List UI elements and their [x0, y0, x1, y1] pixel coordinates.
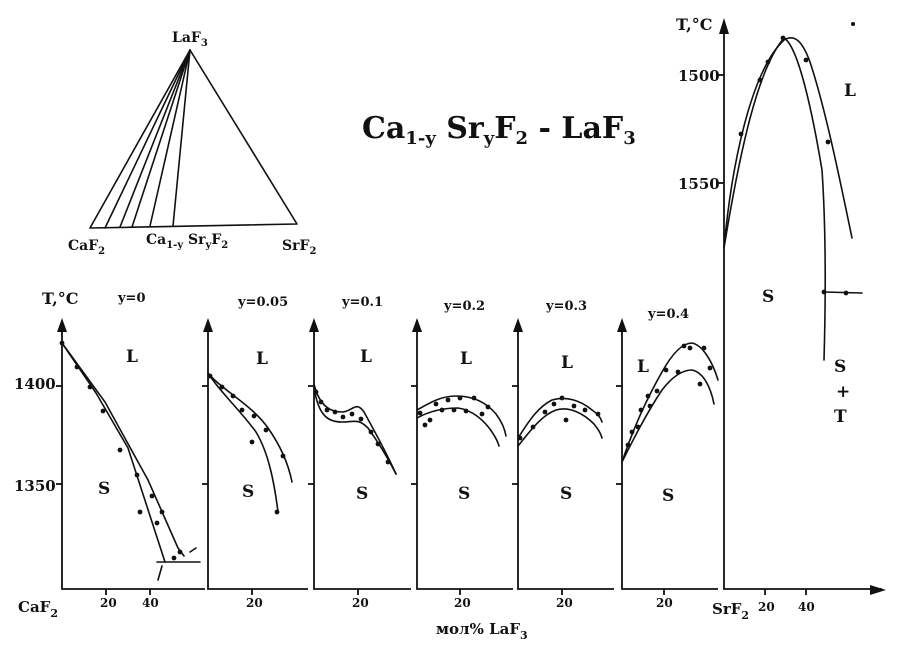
axis-arrow	[412, 318, 422, 332]
liquid-region-label: L	[126, 347, 138, 367]
panel-y-label: y=0.2	[443, 299, 485, 314]
liquidus-curve	[621, 342, 719, 463]
axis-arrow	[57, 318, 67, 332]
triangle-outline	[89, 49, 298, 229]
tie-line	[149, 49, 191, 227]
eutectic-line	[156, 547, 201, 581]
panel-axes	[723, 22, 882, 590]
panel-axes	[621, 322, 718, 590]
panel-y005: y=0.05 L S	[202, 295, 308, 595]
axis-arrow	[309, 318, 319, 332]
liquid-region-label: L	[460, 349, 472, 369]
y-axis-label: T,°C	[676, 15, 712, 34]
panel-axes	[517, 322, 614, 590]
panel-y02: y=0.2 L S	[411, 299, 513, 595]
y-tick-label: 1500	[678, 67, 720, 85]
panel-y0: y=0 L S	[56, 291, 205, 595]
panel-axes	[313, 322, 411, 590]
liquidus-curve	[416, 395, 507, 437]
liquid-region-label: L	[844, 81, 856, 101]
composition-triangle: LaF3 CaF2 Ca1-y SryF2 SrF2	[68, 30, 316, 257]
liquidus-curve	[517, 397, 603, 439]
panel-y-label: y=0.05	[237, 295, 288, 310]
triangle-apex-label: LaF3	[172, 30, 208, 49]
panel-y-label: y=0.3	[545, 299, 587, 314]
solid-region-label: S	[762, 287, 774, 307]
liquidus-curve	[723, 37, 853, 249]
figure-title: Ca1-y SryF2 - LaF3	[362, 111, 636, 149]
solid-region-label: S	[356, 484, 368, 504]
panel-y01: y=0.1 L S	[308, 295, 411, 595]
liquid-region-label: L	[360, 347, 372, 367]
solid-region-label: S	[560, 484, 572, 504]
horizontal-invariant-line	[823, 291, 863, 294]
solidus-curve	[723, 37, 827, 361]
axis-arrow	[203, 318, 213, 332]
liquidus-curve	[313, 383, 397, 475]
x-tick-label: 20	[454, 596, 471, 610]
tie-line	[172, 49, 191, 227]
panel-y-label: y=0	[117, 291, 146, 306]
liquidus-curve	[61, 342, 185, 557]
x-tick-label: 20	[352, 596, 369, 610]
panel-y-label: y=0.1	[341, 295, 383, 310]
x-tick-label: 20	[758, 600, 775, 614]
axis-arrow	[617, 318, 627, 332]
x-tick-label: 20	[556, 596, 573, 610]
x-axis-label: мол% LaF3	[436, 620, 528, 642]
tie-line	[119, 49, 191, 228]
solidus-curve	[207, 372, 279, 513]
panel-y04: y=0.4 L S	[616, 307, 719, 595]
tie-line	[104, 49, 191, 229]
liquid-region-label: L	[256, 349, 268, 369]
panel-axes	[416, 322, 513, 590]
liquid-region-label: L	[561, 353, 573, 373]
solid-region-label: S	[242, 482, 254, 502]
x-tick-label: 20	[100, 596, 117, 610]
y-tick-label: 1350	[14, 477, 56, 495]
panel-axes	[61, 322, 205, 590]
y-tick-label: 1550	[678, 175, 720, 193]
x-tick-label: 40	[798, 600, 815, 614]
solid-region-label: S	[662, 486, 674, 506]
tie-line	[131, 49, 191, 228]
data-points	[417, 395, 491, 428]
data-points	[313, 389, 391, 465]
solid-region-label: S	[98, 479, 110, 499]
data-points	[517, 395, 601, 441]
y-tick-label: 1400	[14, 375, 56, 393]
axis-arrow	[870, 585, 886, 595]
liquid-region-label: L	[637, 357, 649, 377]
solidus-curve	[313, 385, 397, 475]
triangle-right-label: SrF2	[282, 238, 316, 257]
triangle-middle-label: Ca1-y SryF2	[146, 232, 228, 251]
triangle-left-label: CaF2	[68, 238, 105, 257]
panel-srf2: T,°C 1500 1550 L S S + T	[676, 15, 886, 595]
x-origin-left-label: CaF2	[18, 598, 58, 620]
y-axis-label: T,°C	[42, 289, 78, 308]
panel-y-label: y=0.4	[647, 307, 689, 322]
solidus-curve	[621, 369, 715, 463]
panel-y03: y=0.3 L S	[512, 299, 614, 595]
solidus-curve	[416, 407, 500, 447]
data-points	[59, 340, 183, 561]
solid-region-label: S	[458, 484, 470, 504]
solidus-curve	[61, 342, 166, 563]
x-tick-label: 20	[246, 596, 263, 610]
axis-arrow	[719, 18, 729, 34]
axis-arrow	[513, 318, 523, 332]
x-tick-label: 20	[656, 596, 673, 610]
data-points	[625, 343, 713, 448]
panel-axes	[207, 322, 308, 590]
x-tick-label: 40	[142, 596, 159, 610]
x-origin-right-label: SrF2	[712, 600, 749, 622]
two-phase-label: S + T	[834, 357, 850, 427]
data-points	[207, 373, 286, 515]
solidus-curve	[517, 408, 603, 447]
data-points	[738, 22, 855, 296]
